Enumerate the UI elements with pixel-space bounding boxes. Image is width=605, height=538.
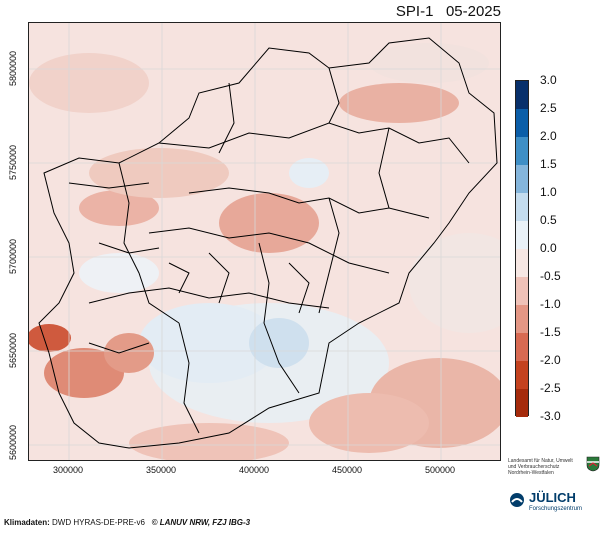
legend-segment <box>516 221 528 249</box>
lanuv-logo: Landesamt für Natur, Umwelt und Verbrauc… <box>508 456 603 476</box>
legend-label: 1.5 <box>540 157 557 171</box>
legend-label: -1.0 <box>540 297 561 311</box>
legend-label: 2.0 <box>540 129 557 143</box>
legend-colorbar <box>515 80 529 417</box>
y-tick-label: 5700000 <box>8 238 18 274</box>
footer-label: Klimadaten: <box>4 518 50 527</box>
legend-segment <box>516 249 528 277</box>
footer-copyright: © LANUV NRW, FZJ IBG-3 <box>151 518 251 527</box>
legend-segment <box>516 137 528 165</box>
spi-map <box>29 23 500 460</box>
x-tick-label: 400000 <box>238 465 270 475</box>
julich-sub: Forschungszentrum <box>529 506 583 512</box>
footer-credits: Klimadaten: DWD HYRAS-DE-PRE-v6 © LANUV … <box>4 518 250 527</box>
legend-segment <box>516 277 528 305</box>
y-tick-label: 5600000 <box>8 424 18 460</box>
legend-segment <box>516 109 528 137</box>
legend-segment <box>516 389 528 417</box>
x-tick-label: 350000 <box>145 465 177 475</box>
julich-emblem-icon <box>510 493 524 507</box>
julich-name: JÜLICH <box>529 490 576 505</box>
legend-segment <box>516 361 528 389</box>
legend-label: -3.0 <box>540 409 561 423</box>
footer-source: DWD HYRAS-DE-PRE-v6 <box>49 518 145 527</box>
map-title: SPI-1 05-2025 <box>396 3 501 20</box>
legend-label: 2.5 <box>540 101 557 115</box>
x-tick-label: 450000 <box>331 465 363 475</box>
legend-label: 0.0 <box>540 241 557 255</box>
map-area <box>28 22 501 461</box>
y-tick-label: 5800000 <box>8 50 18 86</box>
legend-label: 0.5 <box>540 213 557 227</box>
y-tick-label: 5750000 <box>8 144 18 180</box>
legend-label: 1.0 <box>540 185 557 199</box>
x-tick-label: 300000 <box>52 465 84 475</box>
lanuv-text: Landesamt für Natur, Umwelt und Verbrauc… <box>508 458 573 476</box>
legend-label: -2.5 <box>540 381 561 395</box>
legend-segment <box>516 193 528 221</box>
x-tick-label: 500000 <box>424 465 456 475</box>
legend-segment <box>516 305 528 333</box>
nrw-crest-icon <box>586 456 600 472</box>
legend-segment <box>516 333 528 361</box>
legend-segment <box>516 165 528 193</box>
legend-segment <box>516 81 528 109</box>
legend-label: 3.0 <box>540 73 557 87</box>
title-index: SPI-1 <box>395 3 434 20</box>
y-tick-label: 5650000 <box>8 332 18 368</box>
legend-label: -0.5 <box>540 269 561 283</box>
legend-label: -1.5 <box>540 325 561 339</box>
title-period: 05-2025 <box>445 3 501 20</box>
julich-logo: JÜLICH Forschungszentrum <box>509 490 604 520</box>
legend-label: -2.0 <box>540 353 561 367</box>
